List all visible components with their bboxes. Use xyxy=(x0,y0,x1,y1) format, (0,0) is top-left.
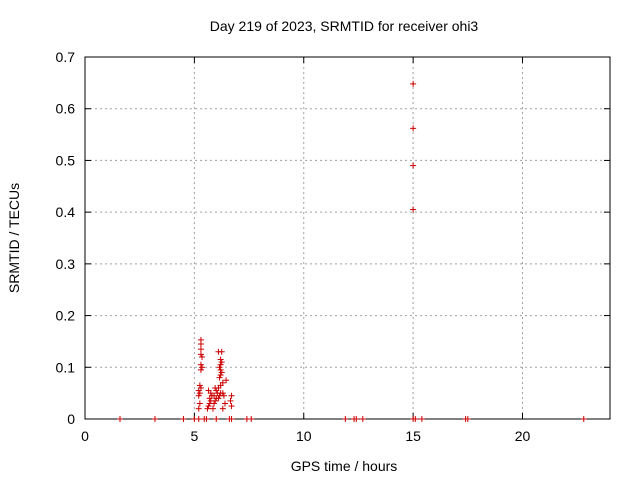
data-point-marker xyxy=(228,416,235,422)
data-point-marker xyxy=(218,369,225,376)
data-point-marker xyxy=(410,206,417,213)
y-tick-label: 0.5 xyxy=(56,152,76,168)
data-point-marker xyxy=(418,416,425,422)
data-point-marker xyxy=(222,400,228,407)
x-axis-label: GPS time / hours xyxy=(291,458,398,474)
y-axis-label: SRMTID / TECUs xyxy=(6,183,22,293)
data-point-marker xyxy=(195,416,202,422)
data-point-marker xyxy=(217,372,224,379)
data-point-marker xyxy=(152,416,158,422)
x-tick-label: 20 xyxy=(515,428,531,444)
data-point-marker xyxy=(197,351,204,358)
data-point-marker xyxy=(580,416,587,422)
data-point-marker xyxy=(410,80,417,87)
data-point-marker xyxy=(205,403,212,410)
data-point-marker xyxy=(464,416,471,422)
data-point-marker xyxy=(209,405,216,412)
data-point-marker xyxy=(180,416,187,422)
data-point-marker xyxy=(218,348,225,355)
x-tick-label: 15 xyxy=(405,428,421,444)
data-point-marker xyxy=(217,356,224,363)
data-point-marker xyxy=(195,392,202,399)
data-point-marker xyxy=(196,390,203,397)
data-point-marker xyxy=(353,416,360,422)
data-point-marker xyxy=(410,125,417,132)
data-point-marker xyxy=(217,366,224,373)
data-point-marker xyxy=(219,405,226,412)
data-point-marker xyxy=(228,392,235,399)
data-point-marker xyxy=(203,416,210,422)
data-point-marker xyxy=(359,416,366,422)
y-tick-label: 0.6 xyxy=(56,101,76,117)
plot-area-border xyxy=(84,56,611,420)
data-point-marker xyxy=(248,416,255,422)
data-point-marker xyxy=(197,361,204,368)
y-tick-label: 0.2 xyxy=(56,308,76,324)
data-points xyxy=(117,80,587,422)
data-point-marker xyxy=(197,336,204,343)
x-tick-label: 5 xyxy=(190,428,198,444)
data-point-marker xyxy=(217,361,224,368)
data-point-marker xyxy=(342,416,349,422)
data-point-marker xyxy=(195,405,202,412)
data-point-marker xyxy=(220,392,227,399)
data-point-marker xyxy=(213,416,220,422)
data-point-marker xyxy=(197,366,204,373)
x-tick-label: 10 xyxy=(296,428,312,444)
grid-lines xyxy=(85,57,610,419)
data-point-marker xyxy=(228,403,235,410)
data-point-marker xyxy=(197,384,204,391)
data-point-marker xyxy=(212,397,219,404)
data-point-marker xyxy=(211,400,218,407)
data-point-marker xyxy=(227,397,234,404)
data-point-marker xyxy=(223,377,230,384)
data-point-marker xyxy=(219,390,226,397)
chart-title: Day 219 of 2023, SRMTID for receiver ohi… xyxy=(210,18,479,34)
data-point-marker xyxy=(199,364,206,371)
y-tick-label: 0.4 xyxy=(56,204,76,220)
data-point-marker xyxy=(197,346,204,353)
data-point-marker xyxy=(216,374,223,381)
data-point-marker xyxy=(410,162,417,169)
data-point-marker xyxy=(117,416,123,422)
data-point-marker xyxy=(215,395,222,402)
data-point-marker xyxy=(211,392,218,399)
data-point-marker xyxy=(199,353,206,360)
data-point-marker xyxy=(204,405,211,412)
data-point-marker xyxy=(216,364,223,371)
y-tick-label: 0.1 xyxy=(56,359,76,375)
data-point-marker xyxy=(196,382,203,389)
data-point-marker xyxy=(196,400,203,407)
data-point-marker xyxy=(218,359,225,366)
x-tick-label: 0 xyxy=(81,428,89,444)
data-point-marker xyxy=(412,416,419,422)
y-tick-label: 0.3 xyxy=(56,256,76,272)
y-tick-label: 0 xyxy=(67,411,75,427)
y-tick-label: 0.7 xyxy=(56,49,76,65)
data-point-marker xyxy=(219,379,226,386)
data-point-marker xyxy=(205,387,212,394)
